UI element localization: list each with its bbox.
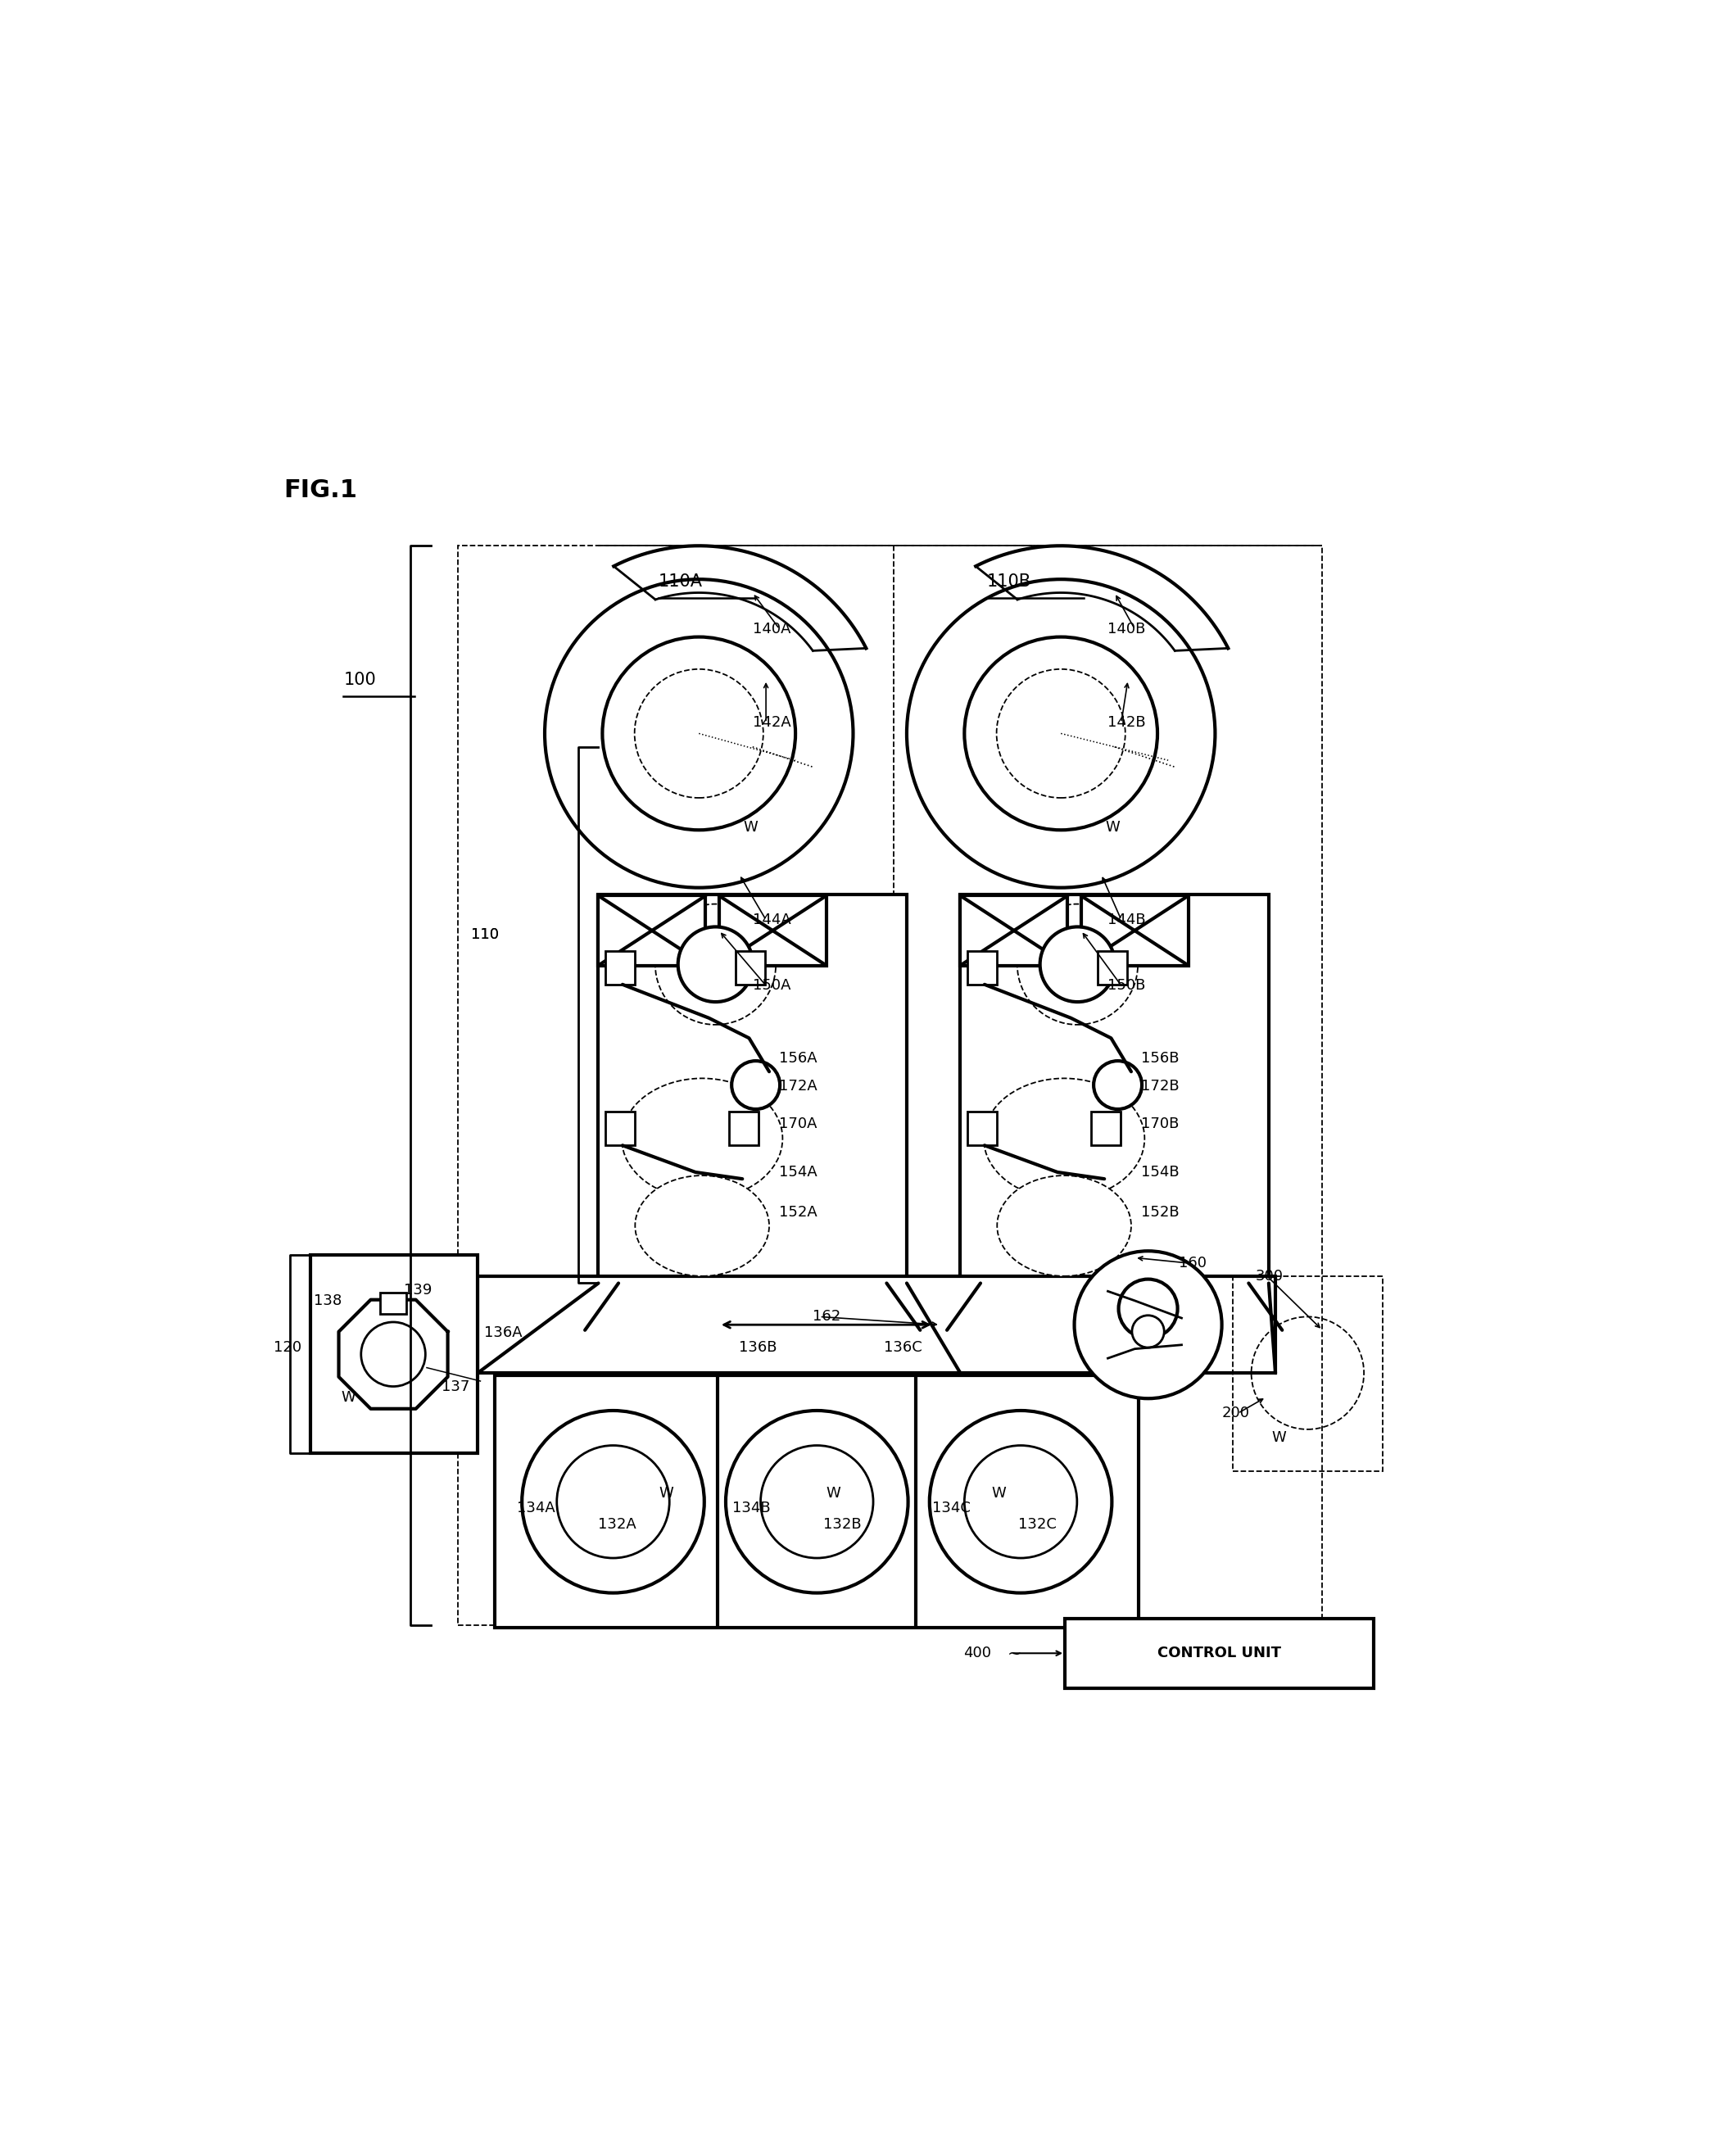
Text: CONTROL UNIT: CONTROL UNIT — [1157, 1645, 1280, 1660]
Bar — [599, 895, 706, 966]
Ellipse shape — [621, 1078, 782, 1199]
Bar — [599, 895, 907, 1283]
Text: 132C: 132C — [1017, 1518, 1057, 1533]
Circle shape — [732, 1061, 780, 1108]
Text: 139: 139 — [405, 1283, 432, 1298]
Text: 172B: 172B — [1142, 1078, 1180, 1093]
Circle shape — [1074, 1250, 1221, 1399]
Bar — [605, 951, 635, 985]
Text: 136B: 136B — [739, 1341, 777, 1354]
Text: 144A: 144A — [753, 912, 791, 927]
Text: 142B: 142B — [1107, 716, 1145, 731]
Text: W: W — [744, 819, 758, 834]
Circle shape — [1040, 927, 1116, 1003]
Text: 110: 110 — [471, 927, 498, 942]
Text: W: W — [1272, 1429, 1285, 1445]
Circle shape — [522, 1410, 704, 1593]
Text: W: W — [1105, 819, 1119, 834]
Text: ~: ~ — [1007, 1645, 1022, 1662]
Text: 156A: 156A — [778, 1050, 818, 1065]
Text: 152A: 152A — [778, 1205, 818, 1220]
Text: 150B: 150B — [1107, 979, 1145, 994]
Bar — [1092, 1112, 1121, 1145]
Circle shape — [1131, 1315, 1164, 1348]
Ellipse shape — [635, 1175, 770, 1276]
Text: 156B: 156B — [1142, 1050, 1180, 1065]
Circle shape — [557, 1445, 670, 1559]
Text: 132B: 132B — [823, 1518, 862, 1533]
Bar — [1081, 895, 1189, 966]
Ellipse shape — [1017, 903, 1138, 1024]
Ellipse shape — [656, 903, 775, 1024]
Bar — [735, 951, 765, 985]
Text: 170A: 170A — [778, 1117, 818, 1132]
Bar — [381, 1294, 407, 1313]
Bar — [1232, 1276, 1382, 1470]
Text: FIG.1: FIG.1 — [284, 479, 356, 502]
Text: 160: 160 — [1178, 1255, 1208, 1270]
Text: 136A: 136A — [484, 1326, 522, 1341]
Text: 110: 110 — [471, 927, 498, 942]
Text: 140A: 140A — [753, 621, 791, 636]
Circle shape — [1119, 1279, 1178, 1339]
Text: 134A: 134A — [517, 1501, 555, 1516]
Bar — [967, 951, 996, 985]
Text: 154A: 154A — [778, 1164, 818, 1179]
Text: 134B: 134B — [732, 1501, 770, 1516]
Bar — [1066, 1619, 1374, 1688]
Text: 152B: 152B — [1142, 1205, 1180, 1220]
Text: 138: 138 — [315, 1294, 343, 1309]
Text: 137: 137 — [441, 1380, 469, 1393]
Circle shape — [678, 927, 753, 1003]
Text: 132A: 132A — [599, 1518, 637, 1533]
Text: 300: 300 — [1256, 1270, 1284, 1283]
Circle shape — [1093, 1061, 1142, 1108]
Bar — [477, 1276, 1275, 1373]
Bar — [960, 895, 1067, 966]
Text: W: W — [659, 1485, 673, 1501]
Ellipse shape — [984, 1078, 1145, 1199]
Bar — [495, 1376, 1138, 1628]
Text: 150A: 150A — [753, 979, 791, 994]
Text: 142A: 142A — [753, 716, 791, 731]
Text: 144B: 144B — [1107, 912, 1145, 927]
Text: W: W — [341, 1391, 355, 1404]
Bar — [728, 1112, 758, 1145]
Bar — [310, 1255, 477, 1453]
Circle shape — [761, 1445, 874, 1559]
Text: 162: 162 — [813, 1309, 841, 1324]
Text: 100: 100 — [344, 673, 375, 688]
Text: 136C: 136C — [884, 1341, 922, 1354]
Text: 110B: 110B — [988, 573, 1031, 591]
Text: 134C: 134C — [932, 1501, 971, 1516]
Text: W: W — [991, 1485, 1005, 1501]
Bar — [605, 1112, 635, 1145]
Circle shape — [362, 1322, 426, 1386]
Circle shape — [964, 1445, 1078, 1559]
Circle shape — [929, 1410, 1112, 1593]
Text: 154B: 154B — [1142, 1164, 1180, 1179]
Ellipse shape — [996, 1175, 1131, 1276]
Bar — [1097, 951, 1128, 985]
Bar — [457, 545, 1322, 1626]
Bar — [720, 895, 827, 966]
Text: 140B: 140B — [1107, 621, 1145, 636]
Text: W: W — [827, 1485, 841, 1501]
Bar — [967, 1112, 996, 1145]
Text: 200: 200 — [1221, 1406, 1249, 1421]
Text: 170B: 170B — [1142, 1117, 1180, 1132]
Text: 110A: 110A — [659, 573, 702, 591]
Text: 120: 120 — [273, 1341, 301, 1354]
Text: 172A: 172A — [778, 1078, 818, 1093]
Text: 400: 400 — [964, 1645, 991, 1660]
Bar — [960, 895, 1268, 1283]
Circle shape — [727, 1410, 908, 1593]
